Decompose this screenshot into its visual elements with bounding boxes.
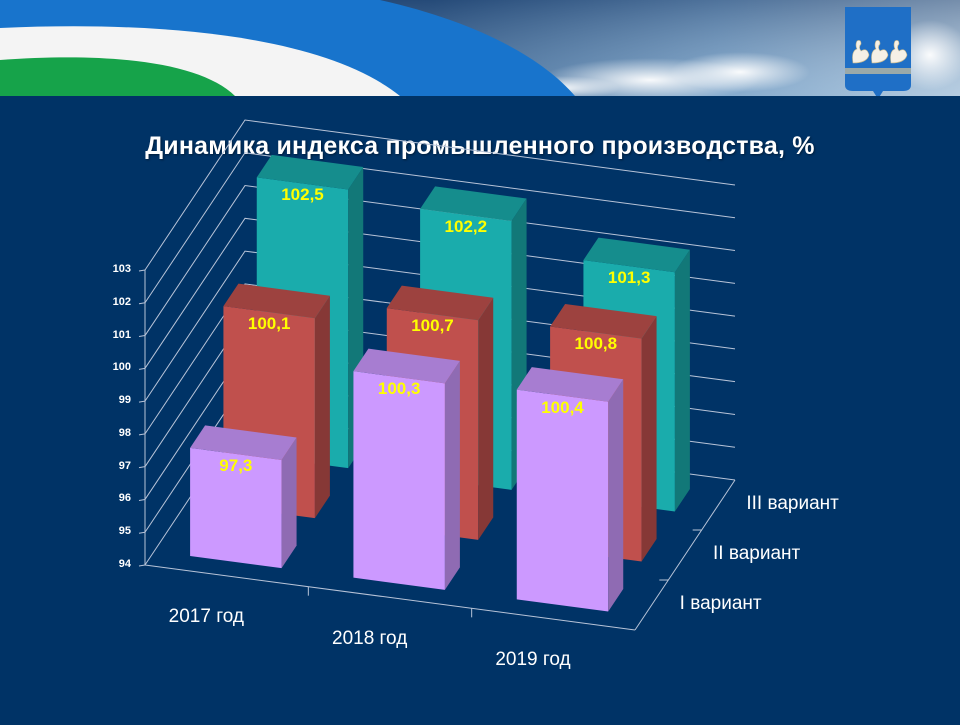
x-category-label: 2018 год (332, 627, 408, 649)
series-label: II вариант (713, 543, 801, 564)
y-tick-label: 94 (118, 558, 131, 570)
y-tick-mark (138, 433, 146, 436)
gridline (144, 152, 736, 304)
y-tick-mark (138, 531, 146, 534)
y-tick-label: 97 (118, 459, 131, 472)
series-label: I вариант (679, 593, 762, 614)
bar (353, 348, 460, 590)
gridline (144, 185, 736, 336)
x-axis-line (144, 564, 636, 631)
bar (190, 425, 297, 569)
y-tick-mark (138, 367, 146, 370)
y-tick-mark (138, 400, 146, 403)
data-label: 102,2 (444, 216, 488, 236)
y-tick-label: 99 (118, 394, 131, 407)
y-tick-mark (138, 302, 146, 305)
y-tick-label: 98 (118, 426, 131, 439)
header-banner (0, 0, 960, 96)
y-tick-mark (138, 498, 146, 501)
series-label: III вариант (746, 493, 839, 514)
gridline (144, 119, 736, 271)
x-category-label: 2019 год (495, 649, 571, 671)
y-tick-label: 101 (112, 328, 131, 341)
data-label: 100,7 (411, 316, 454, 336)
y-tick-label: 102 (112, 295, 131, 308)
data-label: 97,3 (219, 455, 253, 475)
y-tick-mark (138, 466, 146, 469)
depth-axis-line (634, 479, 736, 631)
gridline (144, 250, 736, 402)
y-tick-mark (138, 335, 146, 338)
y-tick-label: 95 (118, 525, 131, 538)
data-label: 100,4 (541, 397, 584, 417)
x-category-label: 2017 год (168, 605, 244, 627)
y-tick-label: 103 (112, 263, 131, 275)
banner-graphic (0, 0, 960, 96)
y-tick-label: 96 (118, 492, 131, 505)
data-label: 102,5 (281, 185, 324, 205)
bar (516, 367, 624, 612)
y-tick-label: 100 (112, 361, 131, 374)
coat-of-arms-icon (845, 7, 911, 96)
chart-title: Динамика индекса промышленного производс… (145, 132, 815, 160)
data-label: 101,3 (607, 268, 651, 288)
data-label: 100,1 (247, 314, 291, 334)
y-tick-mark (138, 269, 146, 272)
data-label: 100,8 (574, 334, 618, 354)
data-label: 100,3 (377, 379, 421, 399)
gridline (144, 217, 736, 369)
y-tick-mark (138, 564, 146, 567)
